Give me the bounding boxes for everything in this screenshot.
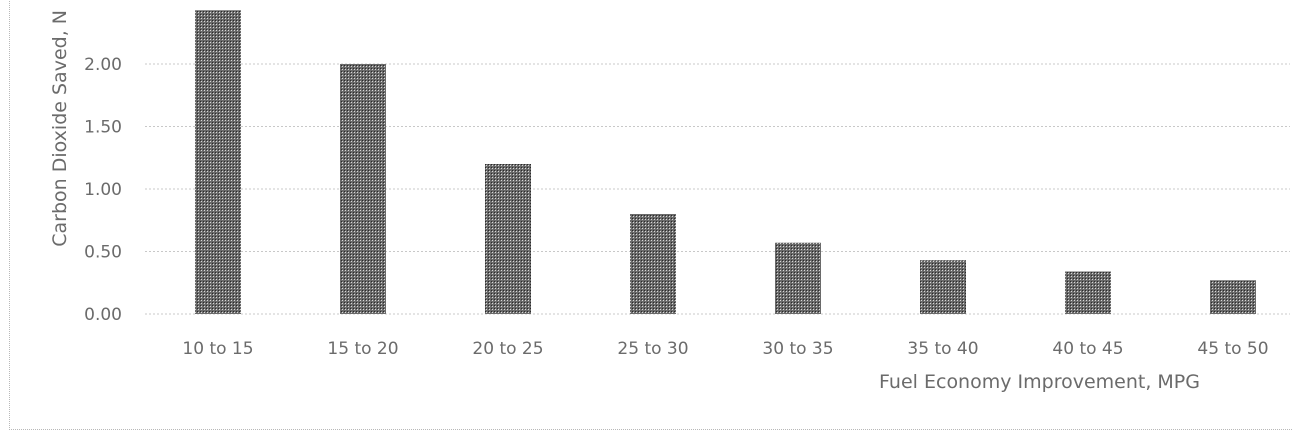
y-tick-label: 0.50 — [84, 243, 122, 263]
y-tick-labels: 0.00 0.50 1.00 1.50 2.00 — [84, 55, 122, 325]
y-tick-label: 0.00 — [84, 305, 122, 325]
bar — [485, 164, 531, 314]
y-axis-title: Carbon Dioxide Saved, N — [49, 10, 71, 247]
x-tick-label: 35 to 40 — [907, 339, 978, 359]
gridlines — [145, 63, 1290, 315]
y-tick-label: 1.50 — [84, 118, 122, 138]
bar — [1065, 271, 1111, 314]
x-tick-label: 40 to 45 — [1052, 339, 1123, 359]
bar — [1210, 280, 1256, 314]
bar — [340, 64, 386, 314]
bar — [195, 10, 241, 314]
bars — [195, 10, 1256, 314]
y-tick-label: 1.00 — [84, 180, 122, 200]
y-tick-label: 2.00 — [84, 55, 122, 75]
x-tick-label: 45 to 50 — [1197, 339, 1268, 359]
bar — [920, 260, 966, 314]
x-tick-label: 15 to 20 — [327, 339, 398, 359]
x-tick-labels: 10 to 15 15 to 20 20 to 25 25 to 30 30 to 35… — [182, 339, 1268, 359]
x-tick-label: 25 to 30 — [617, 339, 688, 359]
x-tick-label: 30 to 35 — [762, 339, 833, 359]
chart-frame — [9, 0, 1292, 430]
x-tick-label: 10 to 15 — [182, 339, 253, 359]
bar — [630, 214, 676, 314]
x-tick-label: 20 to 25 — [472, 339, 543, 359]
x-axis-title: Fuel Economy Improvement, MPG — [879, 371, 1200, 393]
bar — [775, 242, 821, 314]
